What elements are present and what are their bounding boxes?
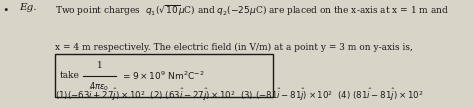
Text: Eg.: Eg. — [19, 3, 36, 12]
Text: $(1)(-63\hat{i}+27\hat{j})\times10^2$  $(2)\ (63\hat{i}-27\hat{j})\times10^2$  $: $(1)(-63\hat{i}+27\hat{j})\times10^2$ $(… — [55, 86, 423, 103]
Text: $4\pi\varepsilon_0$: $4\pi\varepsilon_0$ — [90, 80, 109, 93]
Text: take: take — [59, 71, 79, 80]
Text: 1: 1 — [97, 61, 102, 70]
Text: Two point charges  $q_1(\sqrt{10}\mu$C) and $q_2(-25\mu$C) are placed on the x-a: Two point charges $q_1(\sqrt{10}\mu$C) a… — [55, 3, 448, 18]
Text: x = 4 m respectively. The electric field (in V/m) at a point y = 3 m on y-axis i: x = 4 m respectively. The electric field… — [55, 43, 412, 52]
Text: $= 9\times10^9\ \mathrm{Nm^2C^{-2}}$: $= 9\times10^9\ \mathrm{Nm^2C^{-2}}$ — [121, 69, 204, 82]
Text: $\bullet$: $\bullet$ — [2, 3, 9, 13]
